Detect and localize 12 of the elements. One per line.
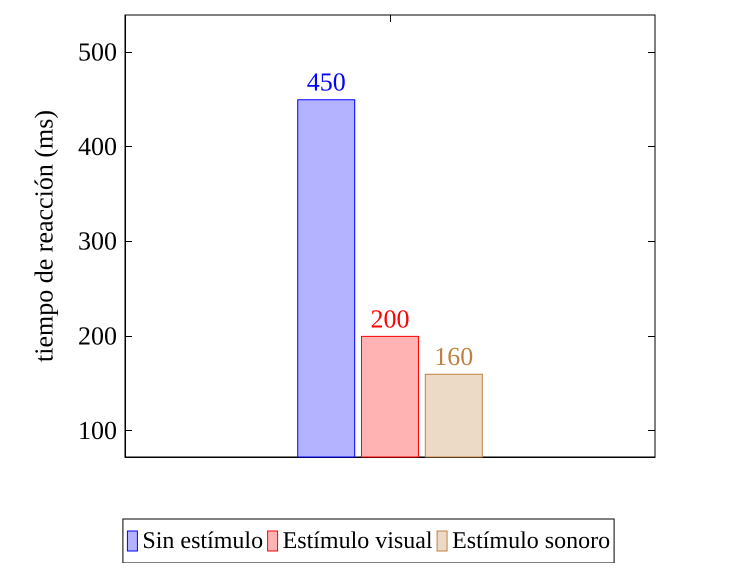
- data-label: 450: [306, 68, 346, 97]
- data-label: 200: [370, 304, 410, 334]
- y-axis-title: tiempo de reacción (ms): [30, 110, 58, 362]
- y-tick-label: 100: [78, 416, 117, 445]
- data-label: 160: [434, 342, 474, 372]
- legend-label: Sin estímulo: [142, 528, 264, 554]
- y-tick-label: 200: [78, 321, 117, 350]
- y-tick-label: 400: [78, 132, 117, 162]
- y-tick-label: 500: [78, 37, 117, 66]
- legend-label: Estímulo sonoro: [452, 528, 610, 554]
- y-tick-label: 300: [78, 226, 117, 256]
- legend-label: Estímulo visual: [282, 528, 433, 554]
